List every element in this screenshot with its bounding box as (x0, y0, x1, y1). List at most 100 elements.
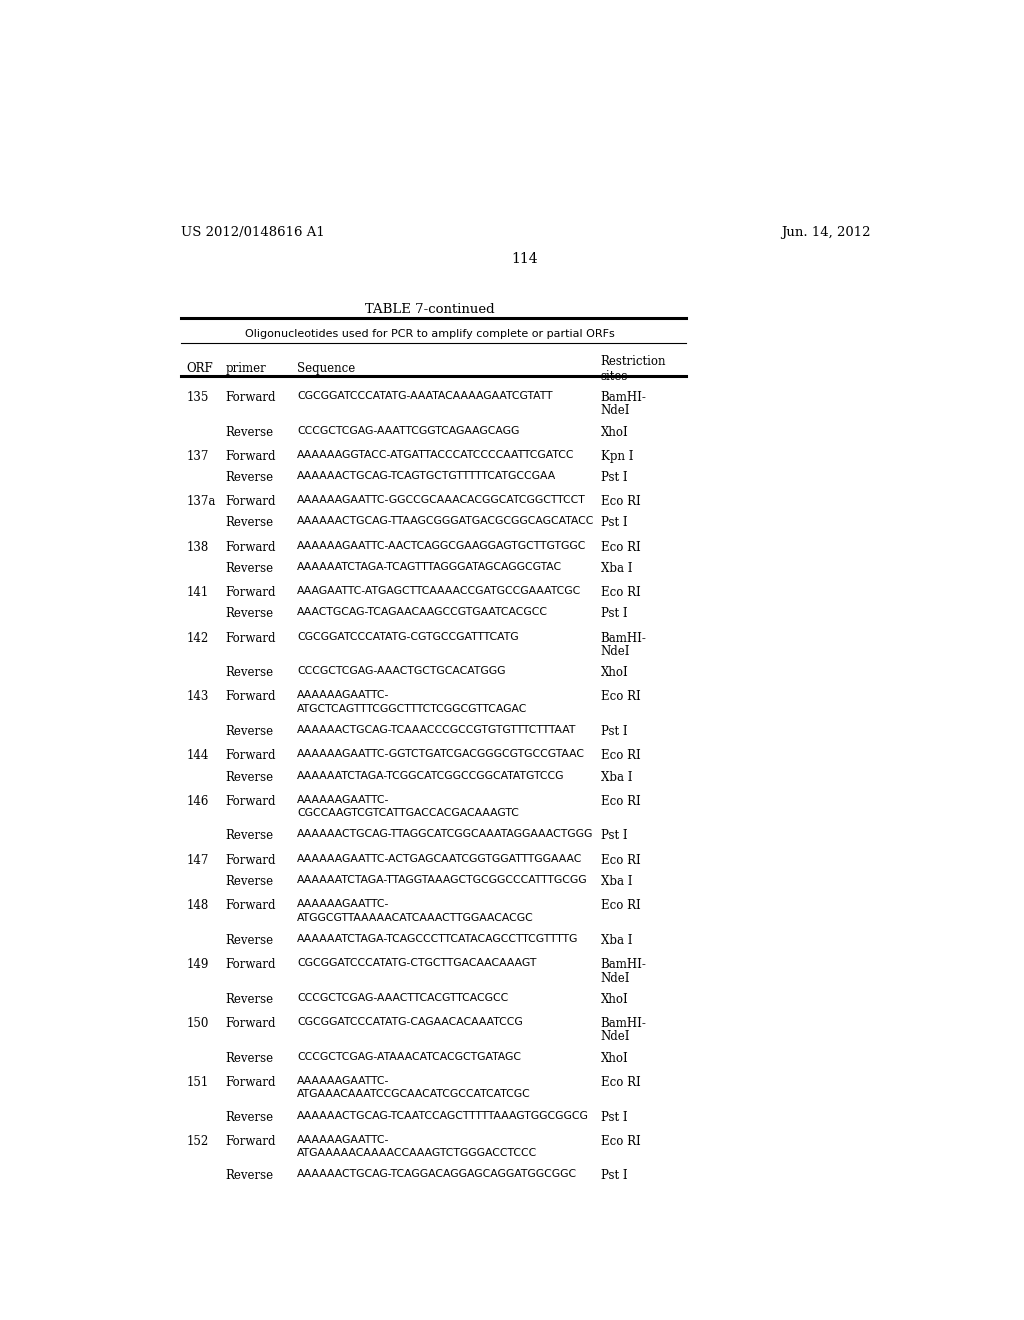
Text: CGCGGATCCCATATG-CAGAACACAAATCCG: CGCGGATCCCATATG-CAGAACACAAATCCG (297, 1016, 522, 1027)
Text: ATGAAACAAATCCGCAACATCGCCATCATCGC: ATGAAACAAATCCGCAACATCGCCATCATCGC (297, 1089, 530, 1100)
Text: ORF: ORF (186, 362, 213, 375)
Text: Reverse: Reverse (225, 1110, 273, 1123)
Text: 148: 148 (186, 899, 208, 912)
Text: 143: 143 (186, 690, 209, 704)
Text: Forward: Forward (225, 854, 276, 867)
Text: 144: 144 (186, 750, 209, 763)
Text: Kpn I: Kpn I (601, 450, 633, 463)
Text: NdeI: NdeI (601, 404, 630, 417)
Text: Xba I: Xba I (601, 933, 632, 946)
Text: AAAAAACTGCAG-TTAGGCATCGGCAAATAGGAAACTGGG: AAAAAACTGCAG-TTAGGCATCGGCAAATAGGAAACTGGG (297, 829, 593, 840)
Text: Forward: Forward (225, 690, 276, 704)
Text: CGCCAAGTCGTCATTGACCACGACAAAGTC: CGCCAAGTCGTCATTGACCACGACAAAGTC (297, 808, 519, 818)
Text: Forward: Forward (225, 586, 276, 599)
Text: ATGGCGTTAAAAACATCAAACTTGGAACACGC: ATGGCGTTAAAAACATCAAACTTGGAACACGC (297, 912, 534, 923)
Text: AAAAAAGAATTC-: AAAAAAGAATTC- (297, 899, 389, 909)
Text: AAAGAATTC-ATGAGCTTCAAAACCGATGCCGAAATCGC: AAAGAATTC-ATGAGCTTCAAAACCGATGCCGAAATCGC (297, 586, 582, 597)
Text: 152: 152 (186, 1135, 208, 1148)
Text: AAAAAAGAATTC-AACTCAGGCGAAGGAGTGCTTGTGGC: AAAAAAGAATTC-AACTCAGGCGAAGGAGTGCTTGTGGC (297, 541, 587, 550)
Text: CCCGCTCGAG-AAATTCGGTCAGAAGCAGG: CCCGCTCGAG-AAATTCGGTCAGAAGCAGG (297, 425, 519, 436)
Text: Eco RI: Eco RI (601, 750, 640, 763)
Text: Eco RI: Eco RI (601, 495, 640, 508)
Text: Reverse: Reverse (225, 993, 273, 1006)
Text: Forward: Forward (225, 450, 276, 463)
Text: Eco RI: Eco RI (601, 586, 640, 599)
Text: AAAAAACTGCAG-TCAGTGCTGTTTTTCATGCCGAA: AAAAAACTGCAG-TCAGTGCTGTTTTTCATGCCGAA (297, 471, 556, 480)
Text: NdeI: NdeI (601, 1031, 630, 1043)
Text: AAAAAAGAATTC-: AAAAAAGAATTC- (297, 1135, 389, 1144)
Text: Forward: Forward (225, 541, 276, 553)
Text: Sequence: Sequence (297, 362, 355, 375)
Text: NdeI: NdeI (601, 972, 630, 985)
Text: Eco RI: Eco RI (601, 899, 640, 912)
Text: 138: 138 (186, 541, 208, 553)
Text: AAACTGCAG-TCAGAACAAGCCGTGAATCACGCC: AAACTGCAG-TCAGAACAAGCCGTGAATCACGCC (297, 607, 548, 618)
Text: Pst I: Pst I (601, 1110, 628, 1123)
Text: Eco RI: Eco RI (601, 690, 640, 704)
Text: XhoI: XhoI (601, 1052, 629, 1065)
Text: Forward: Forward (225, 750, 276, 763)
Text: 146: 146 (186, 795, 209, 808)
Text: 114: 114 (511, 252, 539, 267)
Text: AAAAAAGAATTC-: AAAAAAGAATTC- (297, 795, 389, 805)
Text: CGCGGATCCCATATG-CGTGCCGATTTCATG: CGCGGATCCCATATG-CGTGCCGATTTCATG (297, 631, 518, 642)
Text: CCCGCTCGAG-AAACTTCACGTTCACGCC: CCCGCTCGAG-AAACTTCACGTTCACGCC (297, 993, 508, 1003)
Text: AAAAAAGAATTC-GGCCGCAAACACGGCATCGGCTTCCT: AAAAAAGAATTC-GGCCGCAAACACGGCATCGGCTTCCT (297, 495, 586, 506)
Text: AAAAAAGAATTC-: AAAAAAGAATTC- (297, 1076, 389, 1086)
Text: AAAAAAGAATTC-ACTGAGCAATCGGTGGATTTGGAAAC: AAAAAAGAATTC-ACTGAGCAATCGGTGGATTTGGAAAC (297, 854, 583, 863)
Text: Reverse: Reverse (225, 933, 273, 946)
Text: Reverse: Reverse (225, 607, 273, 620)
Text: Pst I: Pst I (601, 471, 628, 484)
Text: AAAAAACTGCAG-TCAATCCAGCTTTTTAAAGTGGCGGCG: AAAAAACTGCAG-TCAATCCAGCTTTTTAAAGTGGCGGCG (297, 1110, 589, 1121)
Text: Reverse: Reverse (225, 875, 273, 888)
Text: AAAAAATCTAGA-TCGGCATCGGCCGGCATATGTCCG: AAAAAATCTAGA-TCGGCATCGGCCGGCATATGTCCG (297, 771, 564, 780)
Text: 137a: 137a (186, 495, 215, 508)
Text: AAAAAAGAATTC-GGTCTGATCGACGGGCGTGCCGTAAC: AAAAAAGAATTC-GGTCTGATCGACGGGCGTGCCGTAAC (297, 750, 585, 759)
Text: XhoI: XhoI (601, 425, 629, 438)
Text: 135: 135 (186, 391, 209, 404)
Text: ATGCTCAGTTTCGGCTTTCTCGGCGTTCAGAC: ATGCTCAGTTTCGGCTTTCTCGGCGTTCAGAC (297, 704, 527, 714)
Text: CCCGCTCGAG-ATAAACATCACGCTGATAGC: CCCGCTCGAG-ATAAACATCACGCTGATAGC (297, 1052, 521, 1061)
Text: US 2012/0148616 A1: US 2012/0148616 A1 (180, 226, 325, 239)
Text: BamHI-: BamHI- (601, 391, 646, 404)
Text: Pst I: Pst I (601, 607, 628, 620)
Text: Eco RI: Eco RI (601, 1076, 640, 1089)
Text: Eco RI: Eco RI (601, 854, 640, 867)
Text: Pst I: Pst I (601, 1170, 628, 1183)
Text: XhoI: XhoI (601, 993, 629, 1006)
Text: 147: 147 (186, 854, 209, 867)
Text: Reverse: Reverse (225, 471, 273, 484)
Text: AAAAAACTGCAG-TCAAACCCGCCGTGTGTTTCTTTAAT: AAAAAACTGCAG-TCAAACCCGCCGTGTGTTTCTTTAAT (297, 725, 577, 735)
Text: Forward: Forward (225, 1016, 276, 1030)
Text: XhoI: XhoI (601, 667, 629, 680)
Text: 142: 142 (186, 631, 208, 644)
Text: CGCGGATCCCATATG-AAATACAAAAGAATCGTATT: CGCGGATCCCATATG-AAATACAAAAGAATCGTATT (297, 391, 553, 401)
Text: 141: 141 (186, 586, 208, 599)
Text: Xba I: Xba I (601, 771, 632, 784)
Text: Oligonucleotides used for PCR to amplify complete or partial ORFs: Oligonucleotides used for PCR to amplify… (246, 330, 615, 339)
Text: Reverse: Reverse (225, 425, 273, 438)
Text: 150: 150 (186, 1016, 209, 1030)
Text: Reverse: Reverse (225, 1052, 273, 1065)
Text: Forward: Forward (225, 958, 276, 972)
Text: AAAAAATCTAGA-TCAGCCCTTCATACAGCCTTCGTTTTG: AAAAAATCTAGA-TCAGCCCTTCATACAGCCTTCGTTTTG (297, 933, 579, 944)
Text: Reverse: Reverse (225, 516, 273, 529)
Text: Forward: Forward (225, 391, 276, 404)
Text: 149: 149 (186, 958, 209, 972)
Text: BamHI-: BamHI- (601, 631, 646, 644)
Text: Reverse: Reverse (225, 667, 273, 680)
Text: Reverse: Reverse (225, 562, 273, 576)
Text: Forward: Forward (225, 899, 276, 912)
Text: NdeI: NdeI (601, 645, 630, 659)
Text: Reverse: Reverse (225, 829, 273, 842)
Text: Eco RI: Eco RI (601, 1135, 640, 1148)
Text: Reverse: Reverse (225, 725, 273, 738)
Text: AAAAAATCTAGA-TTAGGTAAAGCTGCGGCCCATTTGCGG: AAAAAATCTAGA-TTAGGTAAAGCTGCGGCCCATTTGCGG (297, 875, 588, 884)
Text: TABLE 7-continued: TABLE 7-continued (366, 304, 495, 317)
Text: AAAAAAGAATTC-: AAAAAAGAATTC- (297, 690, 389, 701)
Text: Pst I: Pst I (601, 829, 628, 842)
Text: CCCGCTCGAG-AAACTGCTGCACATGGG: CCCGCTCGAG-AAACTGCTGCACATGGG (297, 667, 506, 676)
Text: Reverse: Reverse (225, 1170, 273, 1183)
Text: Reverse: Reverse (225, 771, 273, 784)
Text: Forward: Forward (225, 795, 276, 808)
